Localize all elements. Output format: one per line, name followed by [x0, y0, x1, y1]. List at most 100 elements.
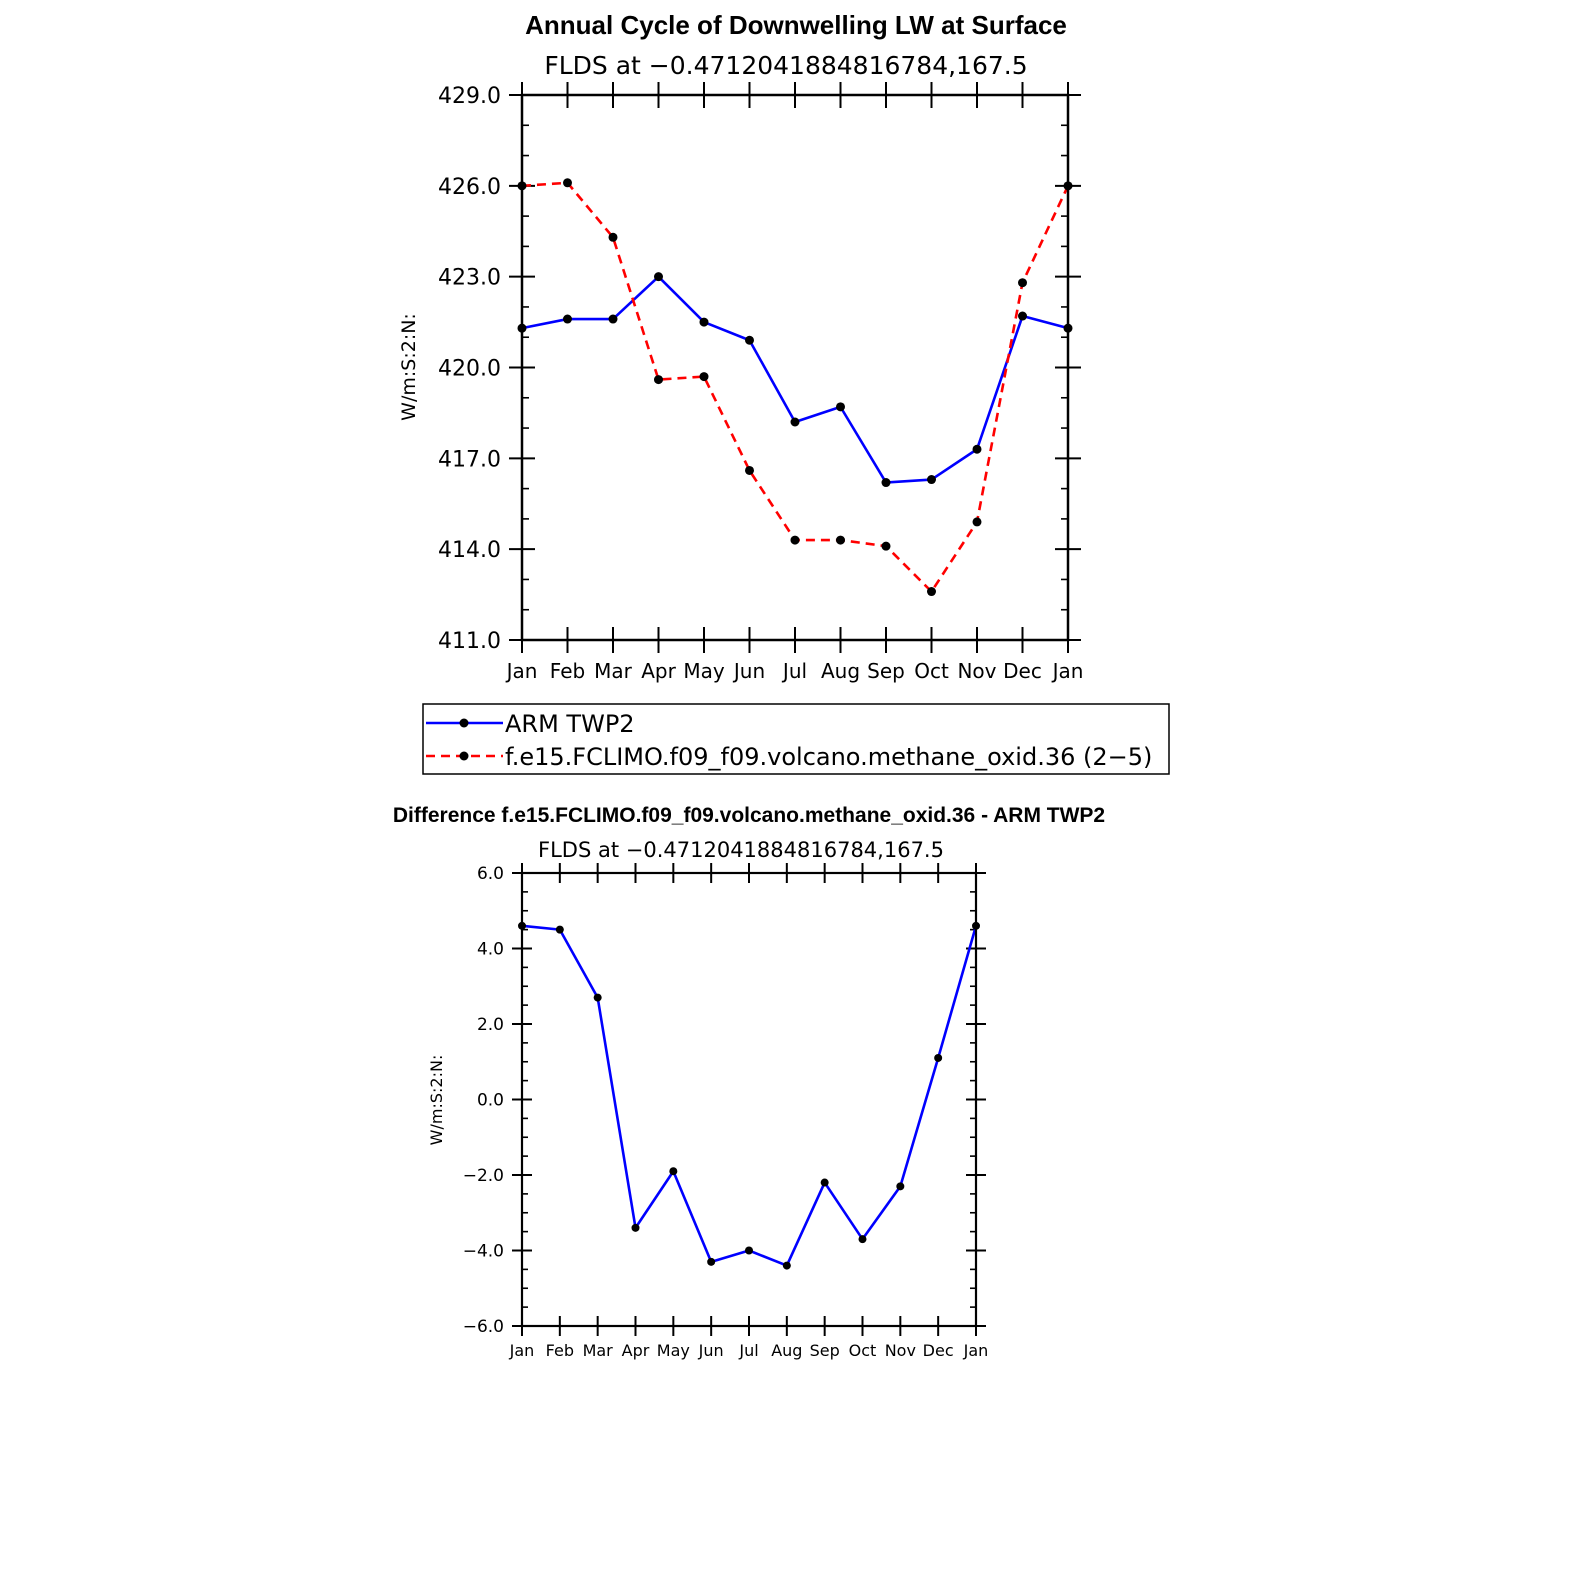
series-0-point — [927, 475, 936, 485]
series-0-point — [972, 444, 982, 454]
y-tick-label: −2.0 — [463, 1166, 504, 1186]
legend-entry-arm: ARM TWP2 — [426, 710, 635, 738]
series-0-point — [881, 478, 891, 488]
series-1-point — [790, 535, 800, 545]
y-tick-label: 4.0 — [477, 940, 504, 960]
chart2-ylabel: W/m:S:2:N: — [427, 1055, 446, 1146]
chart-difference: Difference f.e15.FCLIMO.f09_f09.volcano.… — [393, 804, 1105, 1360]
y-tick-label: 414.0 — [438, 538, 501, 563]
chart-annual-cycle: Annual Cycle of Downwelling LW at Surfac… — [398, 10, 1170, 775]
series-1-point — [745, 465, 754, 475]
x-tick-label: Mar — [594, 659, 633, 683]
chart2-x-tick-labels: Jan Feb Mar Apr May Jun Jul Aug Sep Oct Nov Dec Jan — [509, 1341, 989, 1360]
x-tick-label: Mar — [583, 1341, 614, 1360]
chart1-legend: ARM TWP2 f.e15.FCLIMO.f09_f09.volcano.me… — [422, 703, 1170, 775]
series-1-point — [972, 517, 982, 527]
x-tick-label: Nov — [957, 659, 996, 683]
y-tick-label: 2.0 — [477, 1015, 504, 1035]
chart1-title: Annual Cycle of Downwelling LW at Surfac… — [525, 10, 1067, 40]
series-1-point — [699, 372, 709, 382]
x-tick-label: Aug — [771, 1341, 802, 1360]
chart1-y-tick-labels: 411.0 414.0 417.0 420.0 423.0 426.0 429.0 — [438, 84, 501, 654]
x-tick-label: Nov — [885, 1341, 916, 1360]
x-tick-label: Oct — [849, 1341, 877, 1360]
x-tick-label: Jul — [781, 659, 807, 683]
legend-marker-arm — [459, 718, 469, 728]
series-1-point — [608, 232, 618, 242]
x-tick-label: Jan — [509, 1341, 535, 1360]
chart1-x-tick-labels: Jan Feb Mar Apr May Jun Jul Aug Sep Oct Nov Dec Jan — [505, 659, 1084, 683]
series-1-point — [881, 541, 891, 551]
series-0-point — [820, 1178, 829, 1187]
series-0-point — [858, 1235, 867, 1244]
series-0-point — [896, 1182, 905, 1191]
legend-label-model: f.e15.FCLIMO.f09_f09.volcano.methane_oxi… — [505, 743, 1152, 771]
chart1-plot-area — [517, 178, 1073, 597]
series-0-point — [654, 272, 663, 282]
chart2-subtitle: FLDS at −0.4712041884816784,167.5 — [538, 838, 944, 862]
chart1-subtitle: FLDS at −0.4712041884816784,167.5 — [544, 51, 1027, 80]
x-tick-label: Sep — [867, 659, 905, 683]
chart1-ylabel: W/m:S:2:N: — [398, 313, 420, 421]
chart2-frame — [520, 871, 978, 1328]
series-0-point — [745, 335, 754, 345]
series-1-point — [654, 375, 663, 385]
x-tick-label: Jan — [505, 659, 538, 683]
x-tick-label: Jan — [1051, 659, 1084, 683]
chart2-title: Difference f.e15.FCLIMO.f09_f09.volcano.… — [393, 804, 1105, 827]
x-tick-label: Jun — [732, 659, 765, 683]
series-0-point — [1018, 311, 1027, 321]
series-line-0 — [521, 924, 978, 1267]
series-0-point — [555, 925, 564, 934]
y-tick-label: 417.0 — [438, 447, 501, 472]
x-tick-label: Oct — [914, 659, 949, 683]
series-0-point — [782, 1261, 791, 1270]
x-tick-label: Apr — [622, 1341, 650, 1360]
chart2-y-tick-labels: −6.0 −4.0 −2.0 0.0 2.0 4.0 6.0 — [463, 864, 504, 1337]
y-tick-label: 420.0 — [438, 356, 501, 381]
series-0-point — [669, 1167, 678, 1176]
x-tick-label: Apr — [641, 659, 676, 683]
y-tick-label: 6.0 — [477, 864, 504, 884]
y-tick-label: −4.0 — [463, 1242, 504, 1262]
legend-box — [422, 703, 1170, 775]
x-tick-label: May — [657, 1341, 690, 1360]
y-tick-label: −6.0 — [463, 1317, 504, 1337]
x-tick-label: May — [683, 659, 725, 683]
legend-marker-model — [459, 751, 469, 761]
y-tick-label: 423.0 — [438, 266, 501, 291]
series-1-point — [563, 178, 572, 188]
series-0-point — [608, 314, 618, 324]
chart2-ticks — [512, 863, 986, 1336]
x-tick-label: Feb — [546, 1341, 574, 1360]
y-tick-label: 411.0 — [438, 629, 501, 654]
y-tick-label: 426.0 — [438, 175, 501, 200]
series-1-point — [836, 535, 845, 545]
x-tick-label: Dec — [1003, 659, 1042, 683]
x-tick-label: Jan — [963, 1341, 989, 1360]
series-line-1 — [521, 181, 1070, 593]
series-line-0 — [521, 275, 1069, 484]
series-0-point — [631, 1223, 640, 1232]
series-1-point — [927, 587, 936, 597]
series-0-point — [745, 1246, 753, 1255]
x-tick-label: Feb — [550, 659, 585, 683]
x-tick-label: Sep — [810, 1341, 840, 1360]
y-tick-label: 429.0 — [438, 84, 501, 109]
series-0-point — [593, 993, 602, 1002]
chart1-ticks — [509, 82, 1081, 653]
legend-label-arm: ARM TWP2 — [505, 710, 635, 738]
x-tick-label: Dec — [923, 1341, 954, 1360]
series-0-point — [836, 402, 845, 412]
x-tick-label: Aug — [821, 659, 860, 683]
x-tick-label: Jun — [698, 1341, 724, 1360]
y-tick-label: 0.0 — [477, 1091, 504, 1111]
series-0-point — [790, 417, 800, 427]
series-1-point — [1018, 278, 1027, 288]
chart2-plot-area — [518, 921, 980, 1270]
x-tick-label: Jul — [738, 1341, 758, 1360]
series-0-point — [934, 1053, 943, 1062]
series-0-point — [563, 314, 572, 324]
legend-entry-model: f.e15.FCLIMO.f09_f09.volcano.methane_oxi… — [426, 743, 1152, 771]
